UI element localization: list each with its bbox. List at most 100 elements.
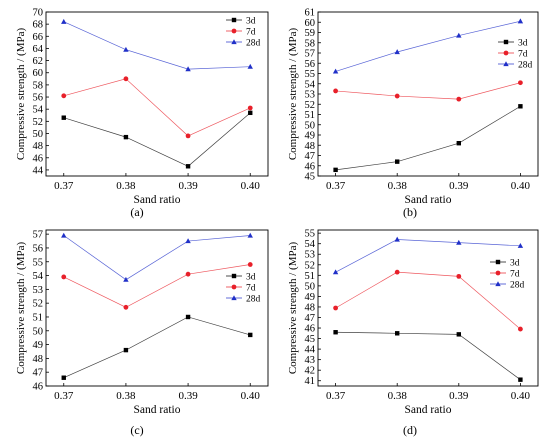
data-point-3d [333,167,338,173]
y-tick-label: 43 [305,355,316,366]
data-point-28d [123,46,129,52]
y-tick-label: 57 [305,49,316,60]
series-line-28d [63,21,251,70]
series-line-7d [335,271,521,330]
y-tick-label: 41 [305,376,316,387]
panel-label-a: (a) [130,205,143,219]
y-tick-label: 56 [33,243,44,254]
y-tick-label: 66 [33,32,44,43]
legend-marker-28d [231,39,237,45]
data-point-7d [456,96,462,102]
y-axis-title: Compressive strength / (MPa) [15,242,27,375]
series-line-3d [63,112,251,167]
y-tick-label: 47 [305,151,316,162]
y-tick-label: 52 [305,260,316,271]
x-tick-label: 0.39 [449,390,469,402]
legend-marker-3d [231,273,237,279]
legend-marker-7d [231,28,237,34]
data-point-7d [518,326,523,332]
y-tick-label: 52 [33,117,44,128]
y-tick-label: 48 [33,141,44,152]
legend-marker-3d [503,39,509,45]
x-tick-label: 0.40 [511,180,531,192]
y-tick-label: 46 [305,161,316,172]
y-tick-label: 54 [33,271,44,282]
y-tick-label: 49 [305,292,316,303]
data-point-28d [61,18,67,24]
data-point-3d [518,377,523,382]
x-tick-label: 0.38 [388,390,408,402]
series-line-28d [335,20,521,72]
data-point-3d [61,115,66,120]
legend-label-28d: 28d [246,39,261,49]
data-point-7d [61,93,67,99]
legend-marker-28d [495,281,501,287]
y-tick-label: 58 [33,80,44,91]
y-tick-label: 54 [305,79,316,90]
series-line-3d [335,105,521,171]
y-tick-label: 59 [305,28,316,39]
y-tick-label: 55 [305,229,316,240]
x-tick-label: 0.40 [511,390,531,402]
plot-frame [317,229,539,387]
y-tick-label: 53 [305,90,316,101]
data-point-28d [456,32,462,38]
legend-label-28d: 28d [510,281,525,291]
y-tick-label: 50 [305,120,316,131]
data-point-28d [517,18,524,24]
legend-marker-3d [231,17,237,23]
y-tick-label: 46 [33,153,44,164]
data-point-7d [247,262,253,267]
y-tick-label: 50 [33,326,44,337]
legend-marker-7d [503,50,509,56]
data-point-3d [61,375,66,380]
plot-frame [317,11,539,177]
series-line-3d [63,316,251,379]
data-point-7d [247,105,253,111]
series-line-7d [63,264,251,308]
y-tick-label: 57 [33,230,44,241]
x-tick-label: 0.39 [178,390,198,402]
data-point-3d [333,330,338,335]
data-point-3d [456,141,461,146]
y-tick-label: 64 [33,44,44,55]
data-point-7d [185,133,191,139]
data-point-3d [456,332,461,337]
y-axis-title: Compressive strength / (MPa) [15,28,27,161]
x-axis-title: Sand ratio [405,404,452,416]
y-tick-label: 51 [305,110,316,121]
y-tick-label: 58 [305,38,316,49]
legend-label-7d: 7d [246,284,256,294]
y-tick-label: 53 [33,285,44,296]
y-tick-label: 46 [305,324,316,335]
data-point-3d [248,332,253,338]
x-tick-label: 0.37 [326,390,346,402]
y-tick-label: 55 [33,257,44,268]
data-point-28d [185,238,191,244]
y-tick-label: 54 [305,239,316,250]
panel-label-d: (d) [403,423,417,437]
data-point-7d [123,76,129,82]
x-axis-title: Sand ratio [134,404,181,416]
x-axis-title: Sand ratio [405,194,452,206]
data-point-3d [395,331,400,336]
data-point-7d [333,305,338,311]
data-point-28d [456,239,462,245]
panel-label-c: (c) [130,423,143,437]
series-line-7d [335,82,521,100]
data-point-28d [185,66,191,72]
series-line-3d [335,331,521,380]
legend-label-3d: 3d [518,39,528,49]
data-point-28d [247,232,253,238]
y-tick-label: 70 [33,8,44,19]
y-tick-label: 62 [33,56,44,67]
data-point-3d [185,164,191,169]
data-point-3d [518,104,523,109]
y-tick-label: 49 [33,340,44,351]
y-tick-label: 56 [305,59,316,70]
